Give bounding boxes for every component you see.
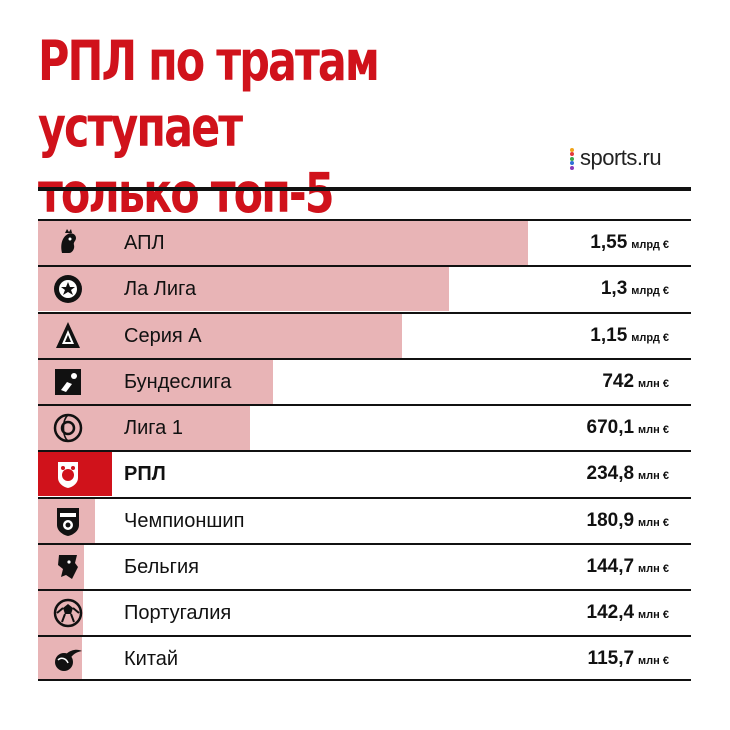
table-row: Бундеслига 742 млн € [38, 357, 691, 404]
table-row: АПЛ 1,55 млрд € [38, 219, 691, 265]
chart-title: РПЛ по тратам уступает только топ-5 [38, 28, 506, 226]
table-row: Серия А 1,15 млрд € [38, 311, 691, 358]
logo-dot [570, 156, 574, 161]
row-value: 1,15 млрд € [590, 314, 669, 358]
value-unit: млн € [638, 470, 669, 483]
value-number: 180,9 [586, 509, 635, 531]
logo-dot [570, 148, 574, 152]
top-rule [38, 187, 691, 191]
value-unit: млн € [638, 562, 669, 575]
row-value: 142,4 млн € [587, 591, 670, 635]
row-value: 234,8 млн € [587, 452, 670, 496]
row-label: Китай [124, 648, 179, 671]
value-number: 670,1 [586, 417, 635, 438]
row-value: 1,3 млрд € [601, 267, 669, 311]
value-number: 142,4 [586, 602, 635, 623]
rpl-bear-icon [52, 458, 84, 490]
value-unit: млн € [638, 655, 669, 668]
value-number: 115,7 [587, 648, 635, 670]
row-label: Серия А [124, 324, 202, 347]
bar [38, 221, 528, 265]
value-number: 1,3 [600, 278, 628, 300]
laliga-ball-icon [52, 273, 84, 305]
bundesliga-icon [52, 366, 84, 398]
value-unit: млрд € [631, 331, 669, 344]
row-value: 144,7 млн € [587, 545, 670, 589]
value-number: 1,15 [590, 324, 628, 346]
row-value: 115,7 млн € [588, 637, 669, 681]
row-label: Португалия [124, 602, 232, 624]
row-value: 670,1 млн € [587, 406, 670, 450]
value-unit: млн € [638, 516, 669, 529]
title-line-2: только топ-5 [38, 161, 335, 225]
premier-league-lion-icon [52, 227, 84, 259]
row-value: 180,9 млн € [587, 499, 670, 543]
logo-dot [570, 165, 574, 170]
portugal-ball-icon [52, 597, 84, 629]
serie-a-icon [52, 320, 84, 352]
row-label: РПЛ [124, 463, 166, 486]
logo-text: sports.ru [580, 145, 662, 170]
value-number: 742 [602, 370, 635, 392]
value-unit: млн € [638, 377, 669, 390]
belgium-lion-icon [52, 551, 84, 583]
table-row: Чемпионшип 180,9 млн € [38, 496, 691, 543]
value-unit: млн € [638, 424, 669, 436]
table-row: Ла Лига 1,3 млрд € [38, 265, 691, 312]
bar [38, 267, 449, 312]
row-label: Чемпионшип [124, 509, 245, 532]
championship-crest-icon [52, 505, 84, 537]
value-unit: млрд € [631, 285, 669, 298]
logo-dot [570, 161, 574, 166]
row-label: Ла Лига [124, 278, 197, 301]
value-unit: млн € [638, 609, 669, 621]
logo-dot [570, 152, 574, 157]
row-label: Бундеслига [124, 370, 232, 393]
table-row: Португалия 142,4 млн € [38, 589, 691, 635]
title-line-1: РПЛ по тратам уступает [38, 29, 380, 159]
table-row: Лига 1 670,1 млн € [38, 404, 691, 450]
table-row: Китай 115,7 млн € [38, 635, 691, 682]
sports-ru-logo: sports.ru [568, 145, 662, 170]
value-number: 234,8 [586, 463, 635, 485]
value-number: 144,7 [586, 555, 635, 577]
table-row: РПЛ 234,8 млн € [38, 450, 691, 497]
row-value: 742 млн € [602, 360, 669, 404]
row-label: Лига 1 [124, 417, 183, 439]
bar [38, 313, 402, 358]
bar [38, 591, 84, 635]
value-number: 1,55 [590, 232, 628, 253]
row-value: 1,55 млрд € [590, 221, 669, 265]
row-label: Бельгия [124, 555, 199, 578]
table-row: Бельгия 144,7 млн € [38, 542, 691, 589]
row-label: АПЛ [124, 232, 165, 254]
china-ball-icon [52, 643, 84, 675]
ligue-1-icon [52, 412, 84, 444]
logo-dots-icon [568, 146, 576, 170]
value-unit: млрд € [631, 239, 669, 251]
